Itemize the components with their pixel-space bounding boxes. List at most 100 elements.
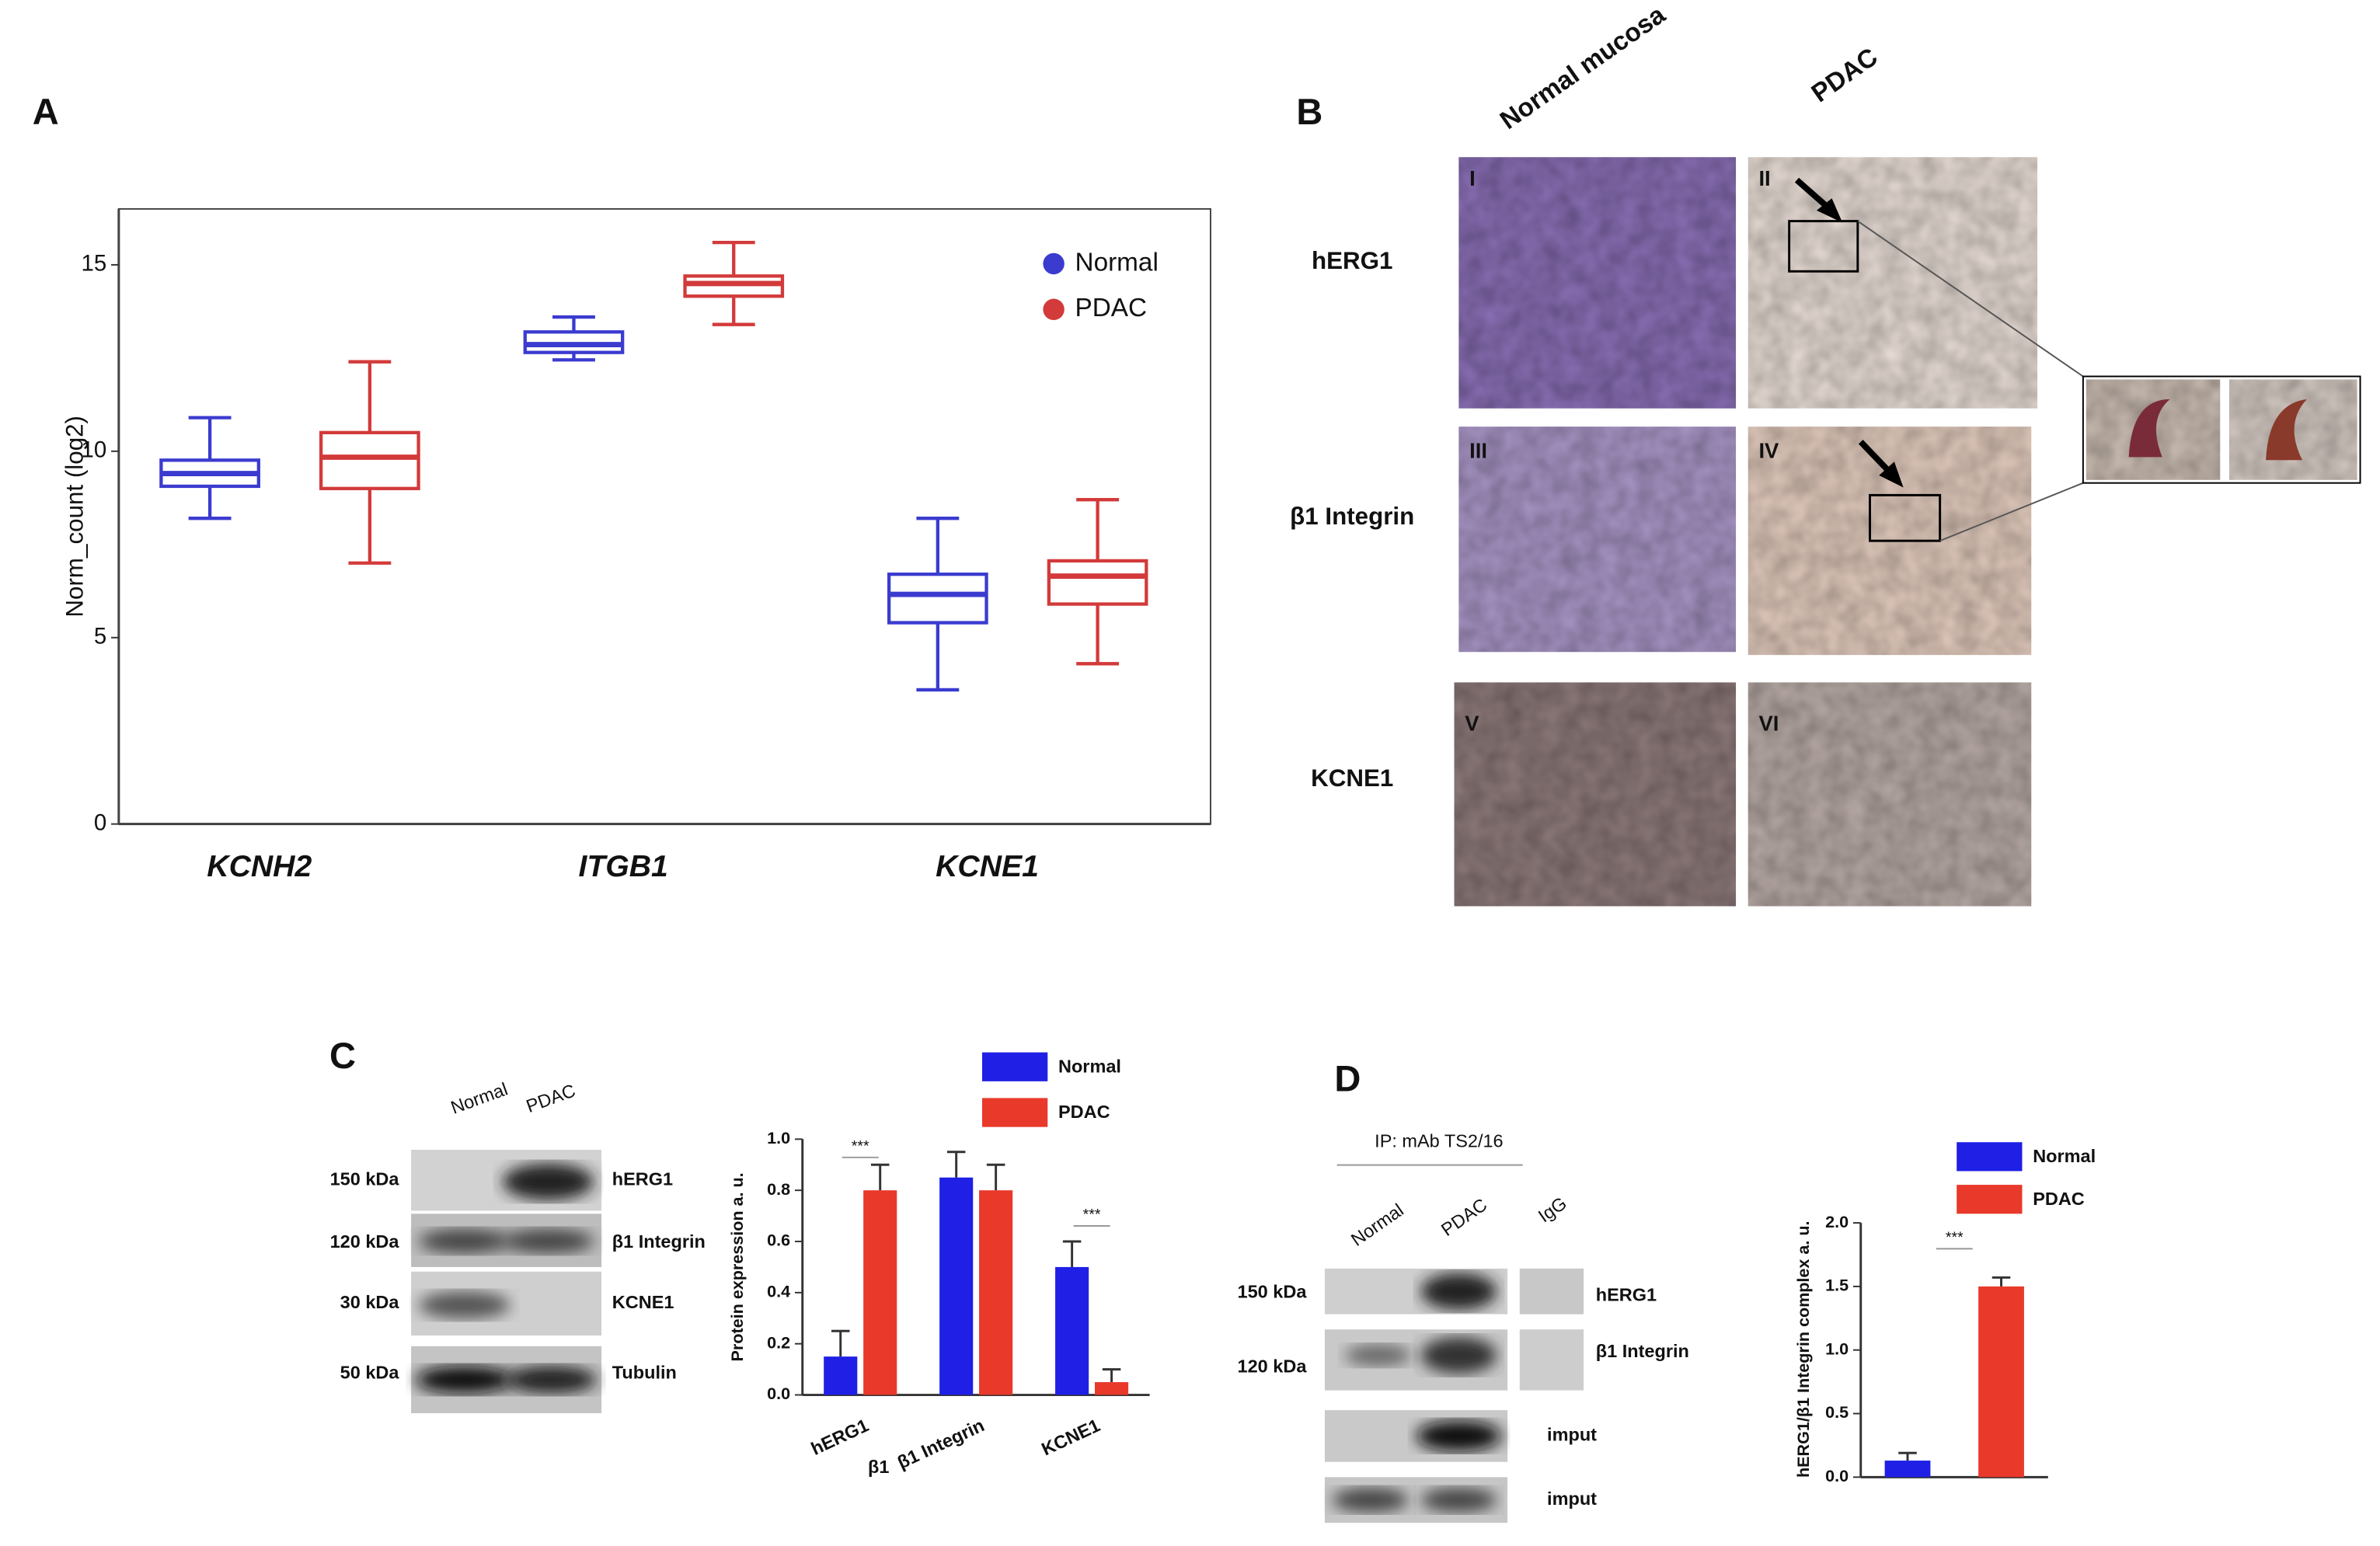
- panel-numeral: VI: [1758, 712, 1779, 736]
- y-tick-label: 2.0: [1825, 1212, 1849, 1231]
- legend-label: Normal: [1075, 248, 1159, 277]
- band: [502, 1228, 594, 1254]
- kda-label: 30 kDa: [340, 1292, 400, 1312]
- band: [418, 1228, 510, 1254]
- panel-numeral: I: [1469, 166, 1476, 190]
- arrow-head: [1879, 461, 1904, 488]
- legend-swatch: [982, 1098, 1048, 1127]
- kda-label: 150 kDa: [330, 1168, 400, 1189]
- bar: [1884, 1461, 1931, 1478]
- y-axis-label: Protein expression a. u.: [727, 1172, 747, 1361]
- significance: ***: [852, 1137, 869, 1154]
- x-tick-label: β1 Integrin: [894, 1415, 988, 1472]
- x-extra-label: β1: [868, 1457, 889, 1477]
- band: [1332, 1488, 1409, 1513]
- band: [418, 1291, 510, 1319]
- band: [502, 1163, 594, 1200]
- lane-label: PDAC: [1437, 1194, 1490, 1240]
- kda-label: 120 kDa: [330, 1231, 400, 1252]
- bar: [939, 1177, 974, 1395]
- row-label: β1 Integrin: [1290, 503, 1414, 530]
- histology-image: [1458, 427, 1737, 653]
- y-tick-label: 0.8: [767, 1179, 790, 1199]
- zoom-line: [1857, 220, 2084, 378]
- panel-letter: D: [1334, 1057, 1361, 1099]
- lane-label: PDAC: [524, 1080, 578, 1116]
- y-tick-label: 0.0: [1825, 1466, 1849, 1485]
- x-tick-label: ITGB1: [578, 850, 667, 883]
- histology-image: [1454, 682, 1737, 907]
- panel-numeral: V: [1465, 712, 1479, 736]
- zoom-box: [1869, 493, 1942, 542]
- panel-letter: A: [33, 91, 59, 132]
- kda-label: 120 kDa: [1238, 1356, 1308, 1376]
- significance: ***: [1083, 1206, 1101, 1223]
- panel-letter: C: [329, 1035, 356, 1076]
- protein-label: Tubulin: [612, 1362, 677, 1382]
- column-label: Normal mucosa: [1495, 0, 1671, 135]
- legend-label: Normal: [2033, 1146, 2096, 1166]
- y-tick-label: 0.5: [1825, 1402, 1849, 1422]
- legend-swatch: [1957, 1142, 2023, 1172]
- legend-swatch: [1957, 1185, 2023, 1214]
- y-tick-label: 0.2: [767, 1332, 790, 1352]
- panel-letter: B: [1296, 91, 1322, 132]
- box: [887, 573, 988, 625]
- band: [505, 1366, 598, 1394]
- protein-label: KCNE1: [612, 1292, 674, 1312]
- ip-label: IP: mAb TS2/16: [1375, 1130, 1503, 1151]
- protein-label: imput: [1547, 1425, 1597, 1445]
- column-label: PDAC: [1807, 43, 1883, 108]
- legend-label: Normal: [1058, 1056, 1121, 1076]
- kda-label: 50 kDa: [340, 1362, 400, 1382]
- bar: [863, 1190, 897, 1395]
- protein-label: β1 Integrin: [612, 1231, 706, 1252]
- histology-image: [1458, 157, 1737, 409]
- band: [1420, 1337, 1497, 1374]
- band: [415, 1366, 514, 1394]
- box: [1047, 559, 1148, 606]
- protein-label: imput: [1547, 1489, 1597, 1509]
- kda-label: 150 kDa: [1238, 1281, 1308, 1301]
- x-tick-label: hERG1: [808, 1415, 872, 1459]
- x-tick-label: KCNE1: [936, 850, 1039, 883]
- legend-swatch: [1043, 298, 1065, 320]
- y-tick-label: 15: [81, 251, 106, 277]
- lane-label: Normal: [448, 1078, 510, 1117]
- protein-label: β1 Integrin: [1596, 1341, 1689, 1361]
- blot-d: [1324, 1164, 1584, 1523]
- y-tick-label: 0.0: [767, 1384, 790, 1403]
- panel-numeral: II: [1758, 166, 1770, 190]
- y-tick-label: 1.5: [1825, 1276, 1849, 1295]
- plot-frame: [117, 207, 1211, 825]
- bar: [1095, 1382, 1129, 1395]
- legend-label: PDAC: [1058, 1102, 1110, 1122]
- legend-label: PDAC: [2033, 1189, 2085, 1209]
- zoom-line: [1939, 482, 2084, 542]
- y-tick-label: 0: [94, 810, 106, 835]
- histology-image: [1748, 682, 2032, 907]
- stain: [2128, 399, 2170, 458]
- lane-label: Normal: [1347, 1200, 1407, 1250]
- legend-swatch: [1043, 252, 1065, 275]
- row-label: KCNE1: [1311, 764, 1393, 792]
- protein-label: hERG1: [1596, 1284, 1657, 1304]
- y-tick-label: 0.4: [767, 1282, 790, 1301]
- bar: [979, 1190, 1013, 1395]
- histology-image: [1748, 157, 2038, 409]
- y-tick-label: 0.6: [767, 1231, 790, 1250]
- legend-label: PDAC: [1075, 294, 1148, 322]
- panel-numeral: IV: [1758, 439, 1779, 463]
- box: [319, 430, 420, 490]
- y-tick-label: 1.0: [1825, 1339, 1849, 1358]
- stain: [2266, 399, 2307, 461]
- y-tick-label: 1.0: [767, 1128, 790, 1147]
- bar: [1978, 1286, 2024, 1478]
- significance: ***: [1946, 1229, 1964, 1246]
- y-axis-label: Norm_count (log2): [61, 416, 88, 618]
- band: [1420, 1273, 1497, 1310]
- bar: [824, 1356, 858, 1395]
- blot: [1519, 1329, 1584, 1391]
- protein-label: hERG1: [612, 1168, 673, 1189]
